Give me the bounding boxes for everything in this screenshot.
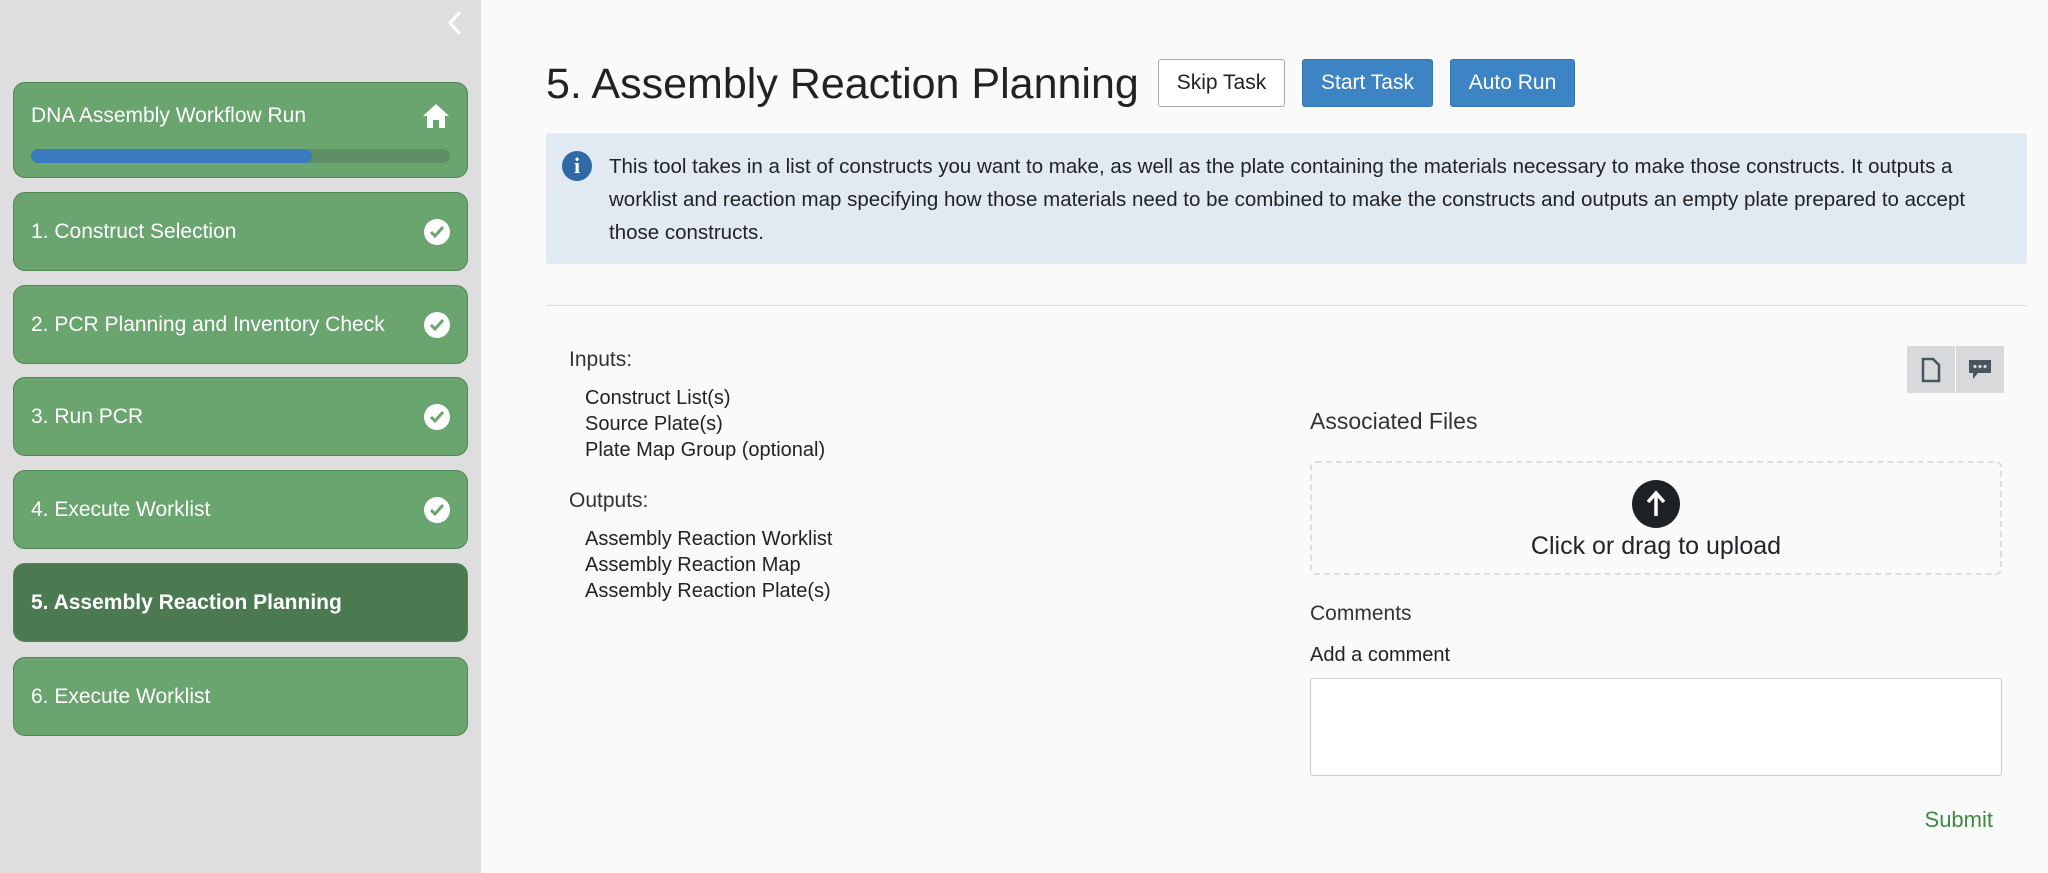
input-item: Plate Map Group (optional) — [585, 439, 826, 461]
check-circle-icon — [424, 218, 450, 245]
file-upload-dropzone[interactable]: Click or drag to upload — [1310, 461, 2002, 575]
workflow-header-card[interactable]: DNA Assembly Workflow Run — [13, 82, 468, 178]
home-icon[interactable] — [422, 103, 450, 129]
step-label: 4. Execute Worklist — [31, 497, 211, 521]
upload-arrow-icon — [1632, 480, 1680, 528]
check-circle-icon — [424, 496, 450, 523]
skip-task-button[interactable]: Skip Task — [1158, 59, 1285, 107]
sidebar-step[interactable]: 5. Assembly Reaction Planning — [13, 563, 468, 642]
input-item: Construct List(s) — [585, 387, 731, 409]
associated-files-label: Associated Files — [1310, 408, 1478, 434]
output-item: Assembly Reaction Map — [585, 554, 801, 576]
input-item: Source Plate(s) — [585, 413, 723, 435]
step-label: 6. Execute Worklist — [31, 684, 211, 708]
info-alert: i This tool takes in a list of construct… — [546, 133, 2027, 264]
sidebar-step[interactable]: 2. PCR Planning and Inventory Check — [13, 285, 468, 364]
divider — [546, 305, 2027, 306]
step-label: 3. Run PCR — [31, 404, 144, 428]
start-task-button[interactable]: Start Task — [1302, 59, 1433, 107]
sidebar-step[interactable]: 6. Execute Worklist — [13, 657, 468, 736]
comments-label: Comments — [1310, 602, 1412, 625]
collapse-sidebar-button[interactable] — [445, 8, 471, 38]
step-label: 5. Assembly Reaction Planning — [31, 590, 342, 614]
info-text: This tool takes in a list of constructs … — [609, 155, 1966, 244]
comments-tab-button[interactable] — [1956, 346, 2004, 393]
file-icon — [1921, 357, 1941, 382]
info-icon: i — [562, 151, 592, 181]
upload-text: Click or drag to upload — [1530, 532, 1782, 560]
step-label: 2. PCR Planning and Inventory Check — [31, 312, 385, 336]
inputs-label: Inputs: — [569, 348, 633, 371]
sidebar-step[interactable]: 1. Construct Selection — [13, 192, 468, 271]
workflow-title: DNA Assembly Workflow Run — [31, 104, 307, 127]
progress-fill — [31, 149, 312, 163]
sidebar-step[interactable]: 3. Run PCR — [13, 377, 468, 456]
page-title: 5. Assembly Reaction Planning — [546, 60, 1139, 108]
check-circle-icon — [424, 311, 450, 338]
output-item: Assembly Reaction Plate(s) — [585, 580, 831, 602]
outputs-label: Outputs: — [569, 489, 649, 512]
check-circle-icon — [424, 403, 450, 430]
sidebar: DNA Assembly Workflow Run 1. Construct S… — [0, 0, 481, 873]
output-item: Assembly Reaction Worklist — [585, 528, 833, 550]
comment-icon — [1969, 359, 1991, 379]
submit-comment-button[interactable]: Submit — [1924, 807, 1993, 832]
step-label: 1. Construct Selection — [31, 219, 237, 243]
files-tab-button[interactable] — [1907, 346, 1955, 393]
workflow-progress-bar — [31, 149, 450, 163]
chevron-left-icon — [447, 10, 462, 36]
comment-input[interactable] — [1310, 678, 2002, 776]
auto-run-button[interactable]: Auto Run — [1450, 59, 1575, 107]
add-comment-label: Add a comment — [1310, 644, 1451, 666]
sidebar-step[interactable]: 4. Execute Worklist — [13, 470, 468, 549]
